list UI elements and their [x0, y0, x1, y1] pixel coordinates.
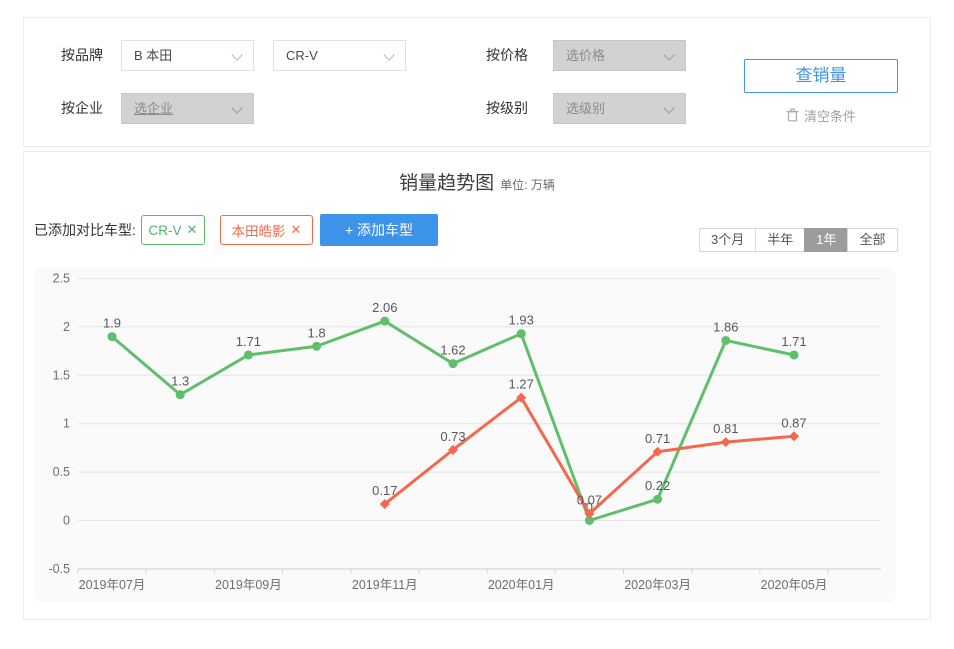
chevron-down-icon	[383, 49, 394, 60]
svg-text:0.17: 0.17	[372, 483, 397, 498]
filter-panel: 按品牌 B 本田 CR-V 按价格 选价格 按企业 选企业 按级别 选级别 查销…	[23, 17, 931, 147]
svg-text:0.71: 0.71	[645, 431, 670, 446]
svg-text:2020年01月: 2020年01月	[488, 578, 555, 592]
level-select-placeholder: 选级别	[566, 101, 605, 116]
level-filter-label: 按级别	[486, 93, 528, 124]
svg-text:1.71: 1.71	[236, 334, 261, 349]
chevron-down-icon	[663, 102, 674, 113]
svg-text:2019年11月: 2019年11月	[352, 578, 418, 592]
svg-text:1.9: 1.9	[103, 316, 121, 331]
clear-filters-button[interactable]: 清空条件	[744, 106, 898, 124]
trash-icon	[786, 108, 799, 122]
sales-trend-chart[interactable]: 2.5 2 1.5 1 0.5 0 -0.5 2019年07月 2019年09月 2019年11月…	[24, 152, 930, 621]
svg-text:2019年07月: 2019年07月	[79, 578, 146, 592]
chevron-down-icon	[663, 49, 674, 60]
svg-text:1.8: 1.8	[308, 325, 326, 340]
svg-text:2019年09月: 2019年09月	[215, 578, 282, 592]
svg-text:1.27: 1.27	[509, 377, 534, 392]
clear-filters-label: 清空条件	[804, 106, 856, 125]
svg-text:1.86: 1.86	[713, 319, 738, 334]
svg-text:2020年05月: 2020年05月	[761, 578, 828, 592]
svg-text:0.07: 0.07	[577, 493, 602, 508]
svg-text:0.87: 0.87	[781, 415, 806, 430]
model-select[interactable]: CR-V	[273, 40, 406, 71]
brand-select-value: B 本田	[134, 48, 172, 63]
company-select[interactable]: 选企业	[121, 93, 254, 124]
price-select-placeholder: 选价格	[566, 48, 605, 63]
svg-text:0.22: 0.22	[645, 478, 670, 493]
svg-text:0.81: 0.81	[713, 421, 738, 436]
svg-text:0.73: 0.73	[440, 429, 465, 444]
svg-text:1.93: 1.93	[509, 313, 534, 328]
svg-text:1: 1	[63, 417, 70, 431]
price-select[interactable]: 选价格	[553, 40, 686, 71]
svg-text:1.71: 1.71	[781, 334, 806, 349]
model-select-value: CR-V	[286, 48, 318, 63]
svg-text:0.5: 0.5	[53, 465, 70, 479]
chevron-down-icon	[231, 49, 242, 60]
chart-panel: 销量趋势图单位: 万辆 已添加对比车型: CR-V ✕ 本田皓影 ✕ + 添加车…	[23, 151, 931, 620]
company-filter-label: 按企业	[61, 93, 103, 124]
svg-text:1.3: 1.3	[171, 374, 189, 389]
chevron-down-icon	[231, 102, 242, 113]
svg-text:1.5: 1.5	[53, 368, 70, 382]
level-select[interactable]: 选级别	[553, 93, 686, 124]
svg-text:0: 0	[63, 514, 70, 528]
svg-text:2: 2	[63, 320, 70, 334]
svg-text:-0.5: -0.5	[48, 562, 70, 576]
svg-text:2020年03月: 2020年03月	[624, 578, 691, 592]
brand-filter-label: 按品牌	[61, 40, 103, 71]
svg-text:2.5: 2.5	[53, 272, 70, 286]
company-select-placeholder: 选企业	[134, 101, 173, 116]
price-filter-label: 按价格	[486, 40, 528, 71]
search-sales-button[interactable]: 查销量	[744, 59, 898, 93]
svg-text:2.06: 2.06	[372, 300, 397, 315]
svg-text:1.62: 1.62	[440, 343, 465, 358]
brand-select[interactable]: B 本田	[121, 40, 254, 71]
